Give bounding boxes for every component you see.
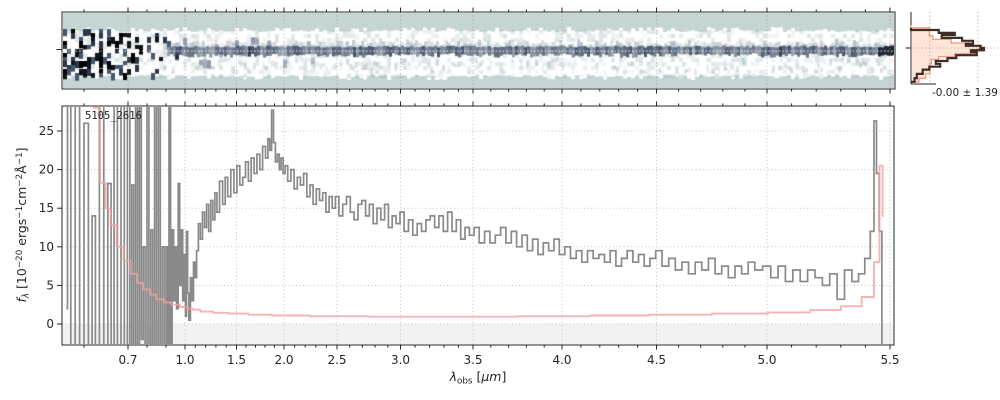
twod-axes-frame [61,11,896,90]
x-tick-label: 3.5 [463,353,482,367]
x-tick-label: 0.7 [118,353,137,367]
object-id-label: 5105_2616 [85,110,142,122]
y-tick-label: 10 [39,240,54,254]
x-tick-label: 4.0 [552,353,571,367]
x-tick-label: 5.5 [880,353,899,367]
x-axis-label: λobs [μm] [449,369,507,387]
flux-series-path [66,107,883,344]
error-series-path [92,107,884,318]
x-tick-label: 5.0 [757,353,776,367]
y-tick-label: 25 [39,124,54,138]
y-tick-label: 20 [39,163,54,177]
residual-stats-label: -0.00 ± 1.39 [931,87,998,99]
y-axis-label: fλ [10−20 ergs−1cm−2Å−1] [14,147,32,303]
spectrum-2d-image [63,13,894,88]
x-tick-label: 1.0 [175,353,194,367]
main-axes-frame [61,105,895,346]
x-tick-label: 4.5 [647,353,666,367]
y-tick-label: 5 [46,278,54,292]
residual-hist-path [909,27,986,83]
below-zero-shade [63,324,893,344]
x-tick-label: 2.5 [327,353,346,367]
y-tick-label: 15 [39,201,54,215]
x-tick-label: 2.0 [274,353,293,367]
y-tick-label: 0 [46,317,54,331]
x-tick-label: 3.0 [391,353,410,367]
x-tick-label: 1.5 [227,353,246,367]
